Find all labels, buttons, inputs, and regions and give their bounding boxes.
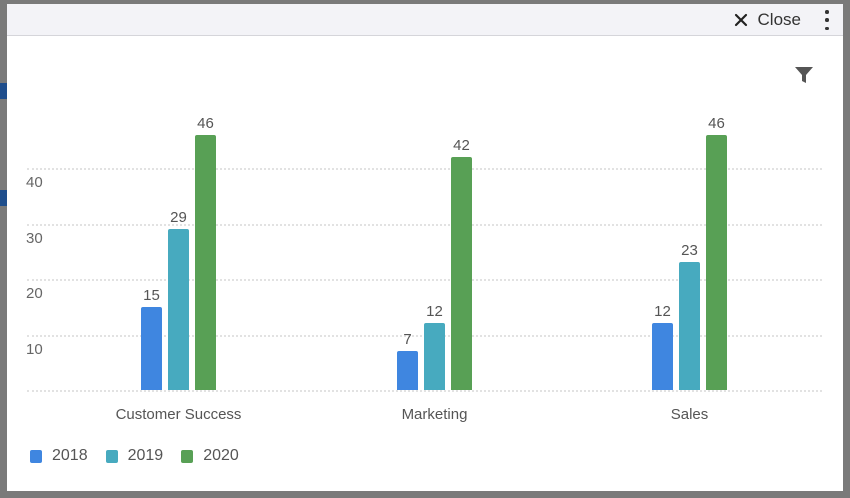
x-axis-category-label: Customer Success [115, 406, 242, 423]
gridline [27, 168, 822, 170]
chart-modal: Close 10 20 30 40 15 29 46 Customer Success 7 12 4… [7, 4, 843, 491]
bar-value-label: 29 [170, 209, 187, 227]
legend-item-2019[interactable]: 2019 [105, 447, 164, 465]
legend-label: 2018 [52, 447, 88, 464]
more-options-dot [825, 26, 829, 30]
background-app-strip [0, 190, 7, 206]
bar-chart: 10 20 30 40 15 29 46 Customer Success 7 12 42 Marke… [7, 4, 843, 491]
bar-value-label: 7 [403, 331, 412, 349]
bar-2020[interactable] [706, 134, 727, 390]
bar-2018[interactable] [141, 306, 162, 390]
bar-value-label: 23 [681, 242, 698, 260]
bar-value-label: 46 [708, 114, 725, 132]
gridline [27, 279, 822, 281]
more-options-button[interactable] [821, 10, 833, 30]
legend-swatch-icon [105, 449, 118, 463]
legend-label: 2020 [203, 447, 239, 464]
legend-item-2020[interactable]: 2020 [181, 447, 239, 465]
legend-swatch-icon [181, 449, 194, 463]
background-app-strip [0, 83, 7, 99]
chart-legend: 2018 2019 2020 [30, 447, 239, 465]
bar-value-label: 12 [426, 303, 443, 321]
bar-2020[interactable] [451, 156, 472, 390]
more-options-icon [825, 10, 829, 14]
y-axis-tick-label: 40 [26, 174, 43, 191]
close-button[interactable]: Close [734, 9, 801, 31]
bar-value-label: 15 [143, 286, 160, 304]
bar-value-label: 46 [197, 114, 214, 132]
legend-item-2018[interactable]: 2018 [30, 447, 88, 465]
bar-2019[interactable] [679, 262, 700, 390]
y-axis-tick-label: 10 [26, 340, 43, 358]
bar-value-label: 42 [453, 136, 470, 154]
close-label: Close [757, 10, 801, 29]
modal-header: Close [7, 4, 843, 36]
bar-2018[interactable] [397, 351, 418, 390]
x-axis-category-label: Marketing [401, 406, 468, 423]
close-icon [734, 13, 747, 27]
y-axis-tick-label: 20 [26, 285, 43, 302]
y-axis-tick-label: 30 [26, 229, 43, 247]
legend-label: 2019 [127, 447, 164, 464]
bar-2019[interactable] [424, 323, 445, 390]
bar-2020[interactable] [195, 134, 216, 390]
gridline [27, 390, 822, 392]
bar-2018[interactable] [652, 323, 673, 390]
bar-2019[interactable] [168, 229, 189, 390]
filter-icon[interactable] [794, 66, 814, 84]
gridline [27, 223, 822, 226]
bar-value-label: 12 [654, 303, 671, 321]
legend-swatch-icon [30, 449, 42, 463]
more-options-dot [825, 18, 829, 22]
x-axis-category-label: Sales [670, 406, 709, 423]
